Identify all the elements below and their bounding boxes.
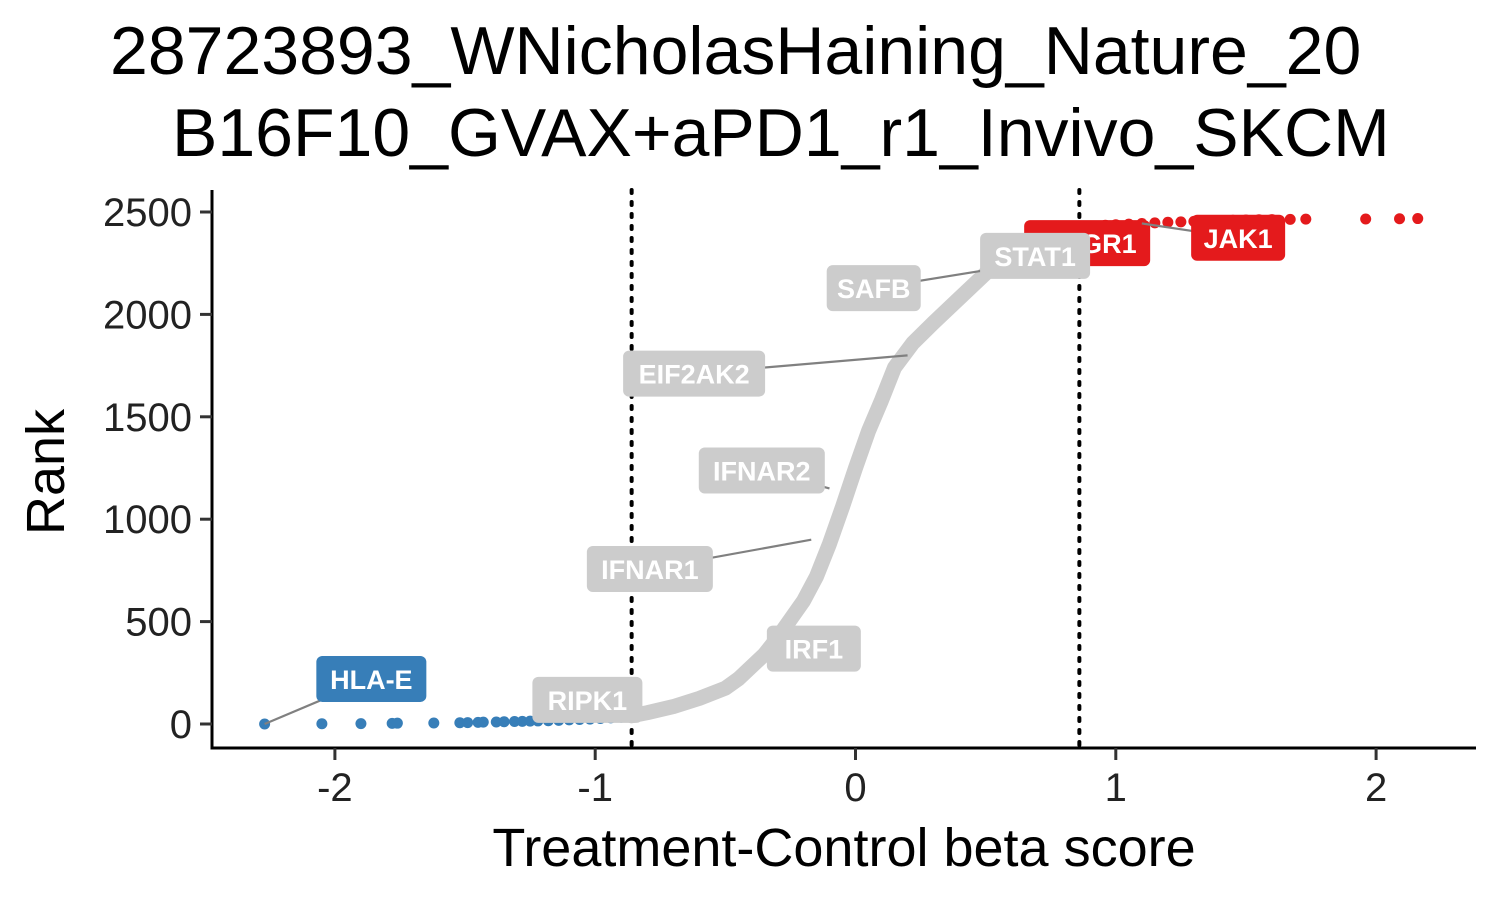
x-tick-label-2: 0 bbox=[844, 766, 866, 810]
down-point-4 bbox=[391, 717, 403, 729]
up-point-16 bbox=[1284, 213, 1296, 225]
label-box-eif2ak2 bbox=[623, 350, 766, 397]
label-box-stat1 bbox=[980, 232, 1091, 279]
gene-label-ifnar1: IFNAR1 bbox=[601, 555, 699, 585]
y-tick-label-5: 2500 bbox=[103, 191, 192, 235]
gene-label-eif2ak2: EIF2AK2 bbox=[639, 360, 750, 390]
y-tick-label-0: 0 bbox=[170, 703, 192, 747]
up-point-8 bbox=[1175, 216, 1187, 228]
gene-label-irf1: IRF1 bbox=[785, 635, 844, 665]
down-point-11 bbox=[498, 716, 510, 728]
label-box-jak1 bbox=[1191, 214, 1286, 261]
label-box-ifnar1 bbox=[586, 545, 713, 592]
y-tick-label-3: 1500 bbox=[103, 396, 192, 440]
down-point-1 bbox=[316, 718, 328, 730]
up-point-20 bbox=[1412, 213, 1424, 225]
gene-label-jak1: JAK1 bbox=[1204, 224, 1273, 254]
down-point-7 bbox=[462, 717, 474, 729]
y-tick-label-1: 500 bbox=[125, 601, 192, 645]
up-point-19 bbox=[1394, 213, 1406, 225]
y-tick-label-2: 1000 bbox=[103, 498, 192, 542]
gene-label-ripk1: RIPK1 bbox=[548, 686, 628, 716]
plot-area: HLA-ERIPK1IRF1IFNAR1IFNAR2EIF2AK2IFNGR1J… bbox=[259, 188, 1424, 750]
label-box-safb bbox=[826, 265, 921, 312]
x-tick-label-3: 1 bbox=[1105, 766, 1127, 810]
down-point-10 bbox=[490, 716, 502, 728]
y-axis-title: Rank bbox=[16, 408, 76, 535]
down-point-13 bbox=[516, 715, 528, 727]
label-box-irf1 bbox=[766, 625, 861, 672]
up-point-7 bbox=[1162, 216, 1174, 228]
label-box-hla-e bbox=[316, 655, 427, 702]
chart-title-line-2: B16F10_GVAX+aPD1_r1_Invivo_SKCM bbox=[172, 95, 1390, 171]
down-point-12 bbox=[509, 716, 521, 728]
down-point-6 bbox=[454, 717, 466, 729]
label-box-ripk1 bbox=[532, 676, 643, 723]
up-point-17 bbox=[1300, 213, 1312, 225]
chart-title: 28723893_WNicholasHaining_Nature_20 B16F… bbox=[110, 13, 1390, 171]
up-point-18 bbox=[1360, 213, 1372, 225]
chart-title-line-1: 28723893_WNicholasHaining_Nature_20 bbox=[110, 13, 1361, 89]
x-tick-label-4: 2 bbox=[1365, 766, 1387, 810]
y-tick-label-4: 2000 bbox=[103, 293, 192, 337]
gene-label-hla-e: HLA-E bbox=[330, 665, 413, 695]
label-box-ifnar2 bbox=[698, 447, 825, 494]
x-tick-label-1: -1 bbox=[577, 766, 613, 810]
down-point-9 bbox=[477, 716, 489, 728]
x-axis-title: Treatment-Control beta score bbox=[492, 818, 1195, 878]
gene-label-safb: SAFB bbox=[837, 274, 911, 304]
down-point-2 bbox=[355, 718, 367, 730]
gene-label-stat1: STAT1 bbox=[994, 242, 1076, 272]
x-tick-label-0: -2 bbox=[317, 766, 353, 810]
gene-label-ifnar2: IFNAR2 bbox=[713, 456, 811, 486]
down-point-5 bbox=[428, 717, 440, 729]
axes: -2 -1 0 1 2 0 500 1000 1500 2000 2500 bbox=[103, 190, 1476, 810]
